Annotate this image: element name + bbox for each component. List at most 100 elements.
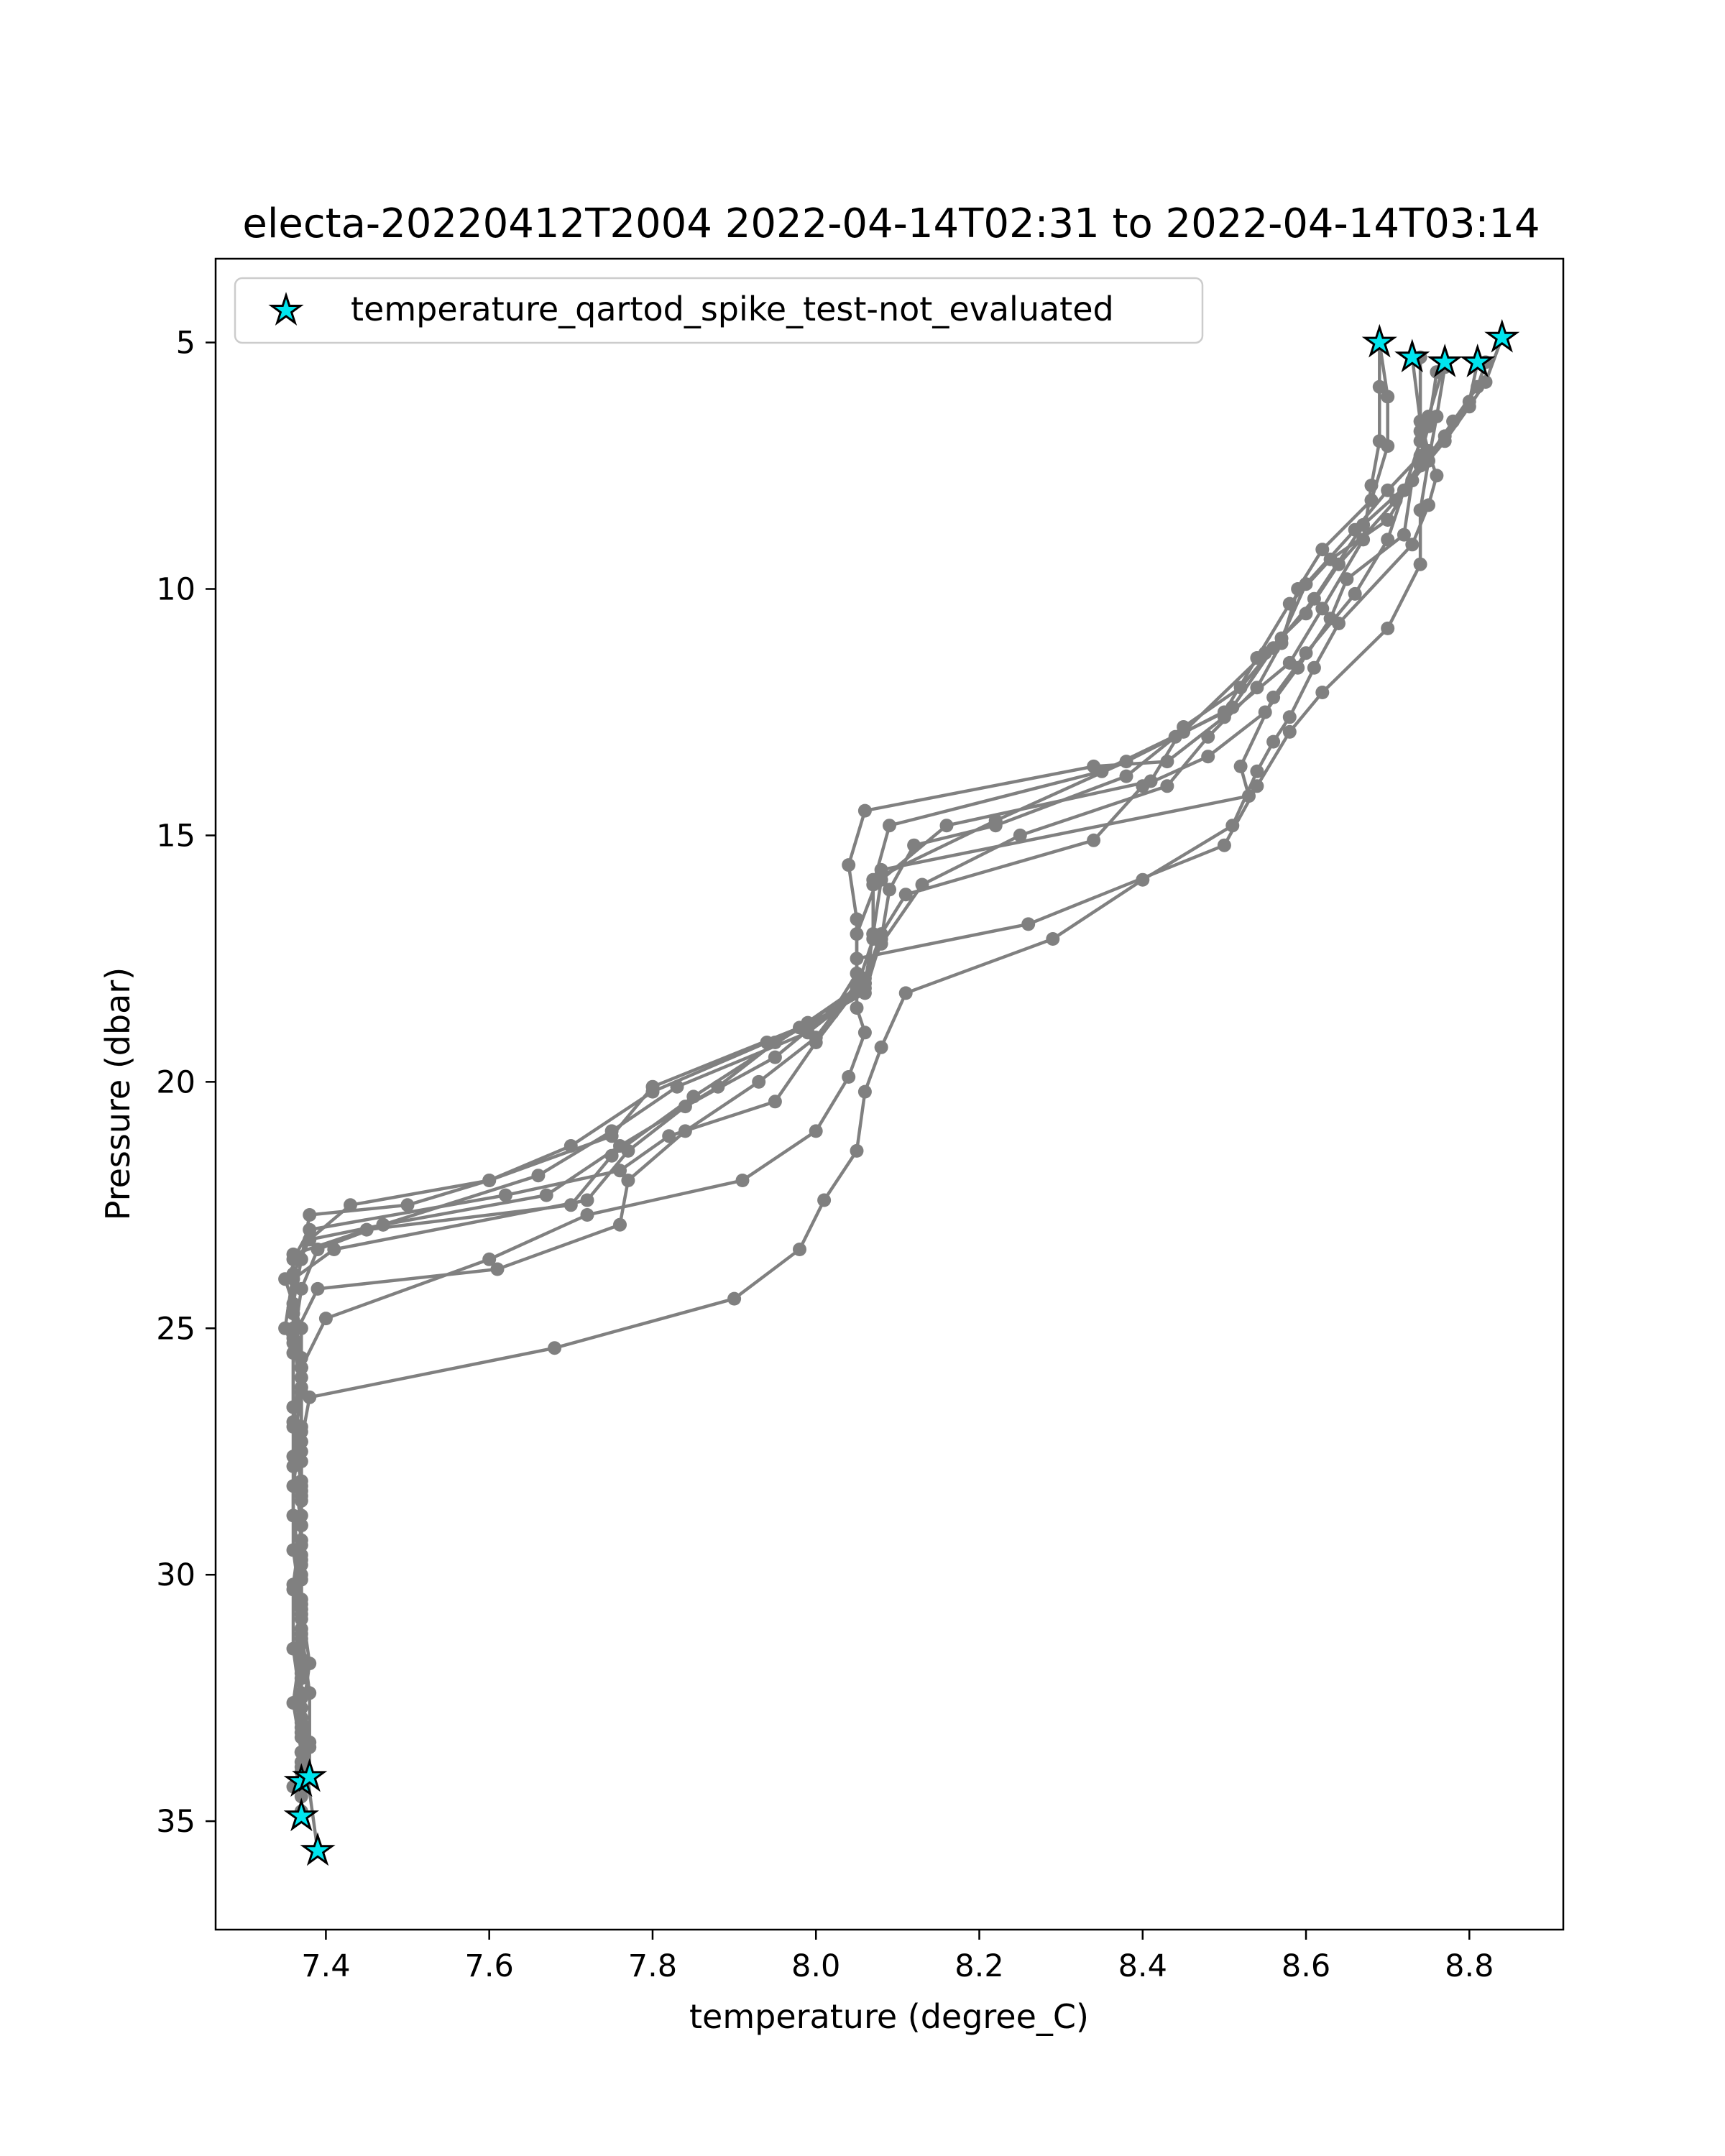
profile-point [670,1079,684,1094]
profile-point [850,952,864,966]
profile-point [1119,755,1133,769]
profile-point [1446,414,1460,428]
profile-point [817,1193,832,1207]
profile-point [294,1720,308,1735]
profiles-layer [278,331,1509,1858]
x-tick-label: 7.4 [301,1948,350,1984]
profile-point [400,1198,415,1212]
flagged-point [1394,338,1430,373]
profile-point [1250,681,1264,695]
profile-point [1323,552,1338,566]
x-tick-label: 7.6 [464,1948,513,1984]
profile-point [286,1307,300,1321]
profile-point [1413,424,1427,438]
y-tick-label: 35 [156,1804,196,1840]
y-tick-label: 15 [156,818,196,854]
profile-point [1430,469,1444,483]
flagged-points-layer [283,318,1520,1866]
profile-point [1397,528,1411,542]
profile-point [1282,724,1297,739]
legend-star-icon [268,292,304,326]
profile-point [621,1174,635,1187]
profile-point [482,1174,497,1187]
profile-point [303,1740,317,1754]
profile-point [752,1074,766,1089]
legend-box [234,277,1204,344]
x-tick-label: 8.0 [791,1948,840,1984]
profile-point [768,1095,782,1109]
x-tick-label: 8.6 [1282,1948,1330,1984]
profile-point [1136,779,1150,793]
profile-point [898,888,913,902]
x-tick-label: 7.8 [628,1948,677,1984]
profile-point [874,1040,888,1054]
profile-point [604,1124,619,1138]
profile-point [310,1243,325,1256]
flagged-point [283,1797,319,1832]
profile-point [898,986,913,1000]
profile-point [1299,646,1313,660]
profile-point [809,1031,823,1045]
y-tick-label: 10 [156,572,196,608]
profile-point [1160,779,1174,793]
profile-point [850,1143,864,1158]
profile-point [1046,932,1060,946]
legend-star-marker [268,292,304,326]
plot-frame [214,257,1565,1931]
profile-point [1250,764,1264,778]
profile-point [1307,660,1321,675]
profile-point [1397,483,1411,497]
profile-point [1381,390,1395,404]
profile-point [548,1341,562,1355]
profile-point [1372,379,1386,394]
profile-point [490,1262,505,1276]
profile-point [286,1400,300,1414]
plot-area [216,259,1563,1930]
profile-line [291,367,1447,1772]
profile-point [294,1602,308,1616]
profile-point [842,858,856,872]
profile-point [809,1124,823,1138]
profile-point [735,1174,750,1187]
profile-point [678,1124,692,1138]
profile-point [1233,759,1248,773]
profile-point [857,1026,872,1040]
flagged-point [1460,344,1496,377]
y-tick-label: 30 [156,1557,196,1593]
profile-point [344,1198,357,1212]
profile-point [1291,582,1305,596]
profile-point [580,1193,594,1207]
profile-point [939,819,954,833]
profile-point [988,819,1003,833]
profile-point [883,819,896,833]
profile-point [613,1217,627,1232]
profile-point [327,1243,341,1256]
y-tick-label: 25 [156,1311,196,1347]
profile-point [310,1281,325,1296]
profile-10 [286,360,1452,1779]
profile-point [662,1129,676,1143]
profile-point [1013,828,1027,842]
profile-point [1381,621,1395,635]
x-tick-label: 8.4 [1118,1948,1167,1984]
profile-point [539,1188,553,1202]
profile-point [1201,729,1215,744]
profile-point [874,862,888,877]
profile-point [286,1543,300,1557]
profile-point [1430,410,1444,423]
profile-point [1250,779,1264,793]
profile-point [857,1084,872,1099]
y-axis: 5 10 15 20 25 30 35 [156,326,216,1840]
profile-point [857,986,872,1000]
profile-point [482,1252,497,1266]
profile-point [286,1331,300,1345]
profile-point [1307,591,1321,606]
flagged-point [1361,323,1397,358]
profile-point [303,1208,317,1222]
profile-point [1266,734,1281,749]
profile-point [727,1291,742,1306]
profile-point [857,803,872,818]
profile-point [294,1558,308,1572]
x-tick-label: 8.2 [954,1948,1003,1984]
